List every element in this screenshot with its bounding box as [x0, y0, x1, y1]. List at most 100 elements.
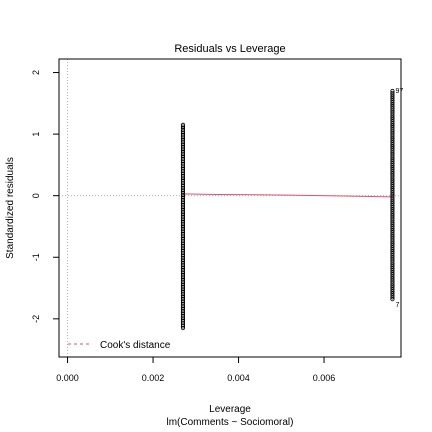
- data-point: [390, 220, 395, 225]
- x-axis: 0.000 0.002 0.004 0.006: [56, 356, 336, 383]
- data-point: [390, 92, 395, 97]
- data-point: [390, 213, 395, 218]
- data-point: [390, 140, 395, 145]
- data-point: [390, 90, 395, 96]
- y-axis-label: Standardized residuals: [5, 157, 16, 259]
- data-point: [390, 197, 395, 202]
- data-point: [180, 122, 186, 127]
- data-point: [390, 148, 395, 153]
- data-point: [390, 161, 395, 166]
- x-axis-sublabel: lm(Comments ~ Sociomoral): [167, 417, 294, 428]
- data-points: [180, 88, 395, 331]
- data-point: [390, 262, 395, 267]
- data-point: [390, 249, 395, 254]
- data-point: [390, 98, 395, 103]
- data-point: [390, 253, 395, 258]
- data-point: [390, 289, 395, 294]
- data-point: [390, 211, 395, 216]
- data-point: [390, 287, 395, 292]
- data-point: [390, 188, 395, 193]
- data-point: [390, 193, 395, 199]
- data-point: [390, 186, 395, 191]
- data-point: [390, 241, 395, 246]
- data-point: [390, 245, 395, 250]
- reference-lines: [59, 59, 401, 357]
- x-tick-label: 0.004: [227, 373, 250, 383]
- data-point: [390, 102, 395, 107]
- data-point: [390, 184, 395, 189]
- data-point: [390, 214, 395, 220]
- data-point: [390, 274, 395, 279]
- data-point: [390, 235, 395, 241]
- data-point: [390, 279, 395, 285]
- data-point: [390, 277, 395, 283]
- data-point: [390, 270, 395, 275]
- data-point: [390, 276, 395, 281]
- data-point: [390, 205, 395, 210]
- data-point: [390, 258, 395, 264]
- data-point: [390, 117, 395, 122]
- data-point: [390, 119, 395, 124]
- data-point: [390, 138, 395, 143]
- data-point: [390, 153, 395, 159]
- data-point: [390, 178, 395, 183]
- data-point: [390, 109, 395, 115]
- data-point: [390, 176, 395, 181]
- data-point: [390, 157, 395, 162]
- data-point: [390, 136, 395, 141]
- data-point: [390, 283, 395, 288]
- data-point: [390, 182, 395, 187]
- y-tick-label: -1: [31, 253, 41, 261]
- data-point: [390, 237, 395, 243]
- data-point: [390, 106, 395, 111]
- data-point: [390, 123, 395, 128]
- data-point: [390, 171, 395, 176]
- data-point: [390, 195, 395, 201]
- data-point: [390, 293, 395, 298]
- data-point: [390, 272, 395, 277]
- data-point: [390, 146, 395, 151]
- y-tick-label: 1: [31, 132, 41, 137]
- data-point: [390, 281, 395, 286]
- data-point: [390, 115, 395, 120]
- data-point: [390, 144, 395, 149]
- data-point: [390, 243, 395, 248]
- legend: Cook's distance: [68, 340, 171, 351]
- data-point: [390, 190, 395, 195]
- x-tick-label: 0.006: [313, 373, 336, 383]
- legend-cooks-label: Cook's distance: [100, 340, 171, 351]
- data-point: [390, 104, 395, 109]
- y-tick-label: 0: [31, 193, 41, 198]
- data-point: [390, 255, 395, 260]
- data-point: [390, 209, 395, 214]
- smooth-line: [182, 193, 393, 198]
- data-point: [390, 230, 395, 235]
- plot-frame: [58, 58, 402, 358]
- point-annotation: 7: [395, 302, 399, 309]
- data-point: [390, 199, 395, 204]
- data-point: [390, 218, 395, 223]
- data-point: [390, 216, 395, 222]
- data-point: [390, 222, 395, 227]
- data-point: [390, 268, 395, 273]
- data-point: [390, 180, 395, 185]
- x-tick-label: 0.002: [142, 373, 165, 383]
- y-tick-label: 2: [31, 70, 41, 75]
- data-point: [390, 127, 395, 132]
- data-point: [390, 167, 395, 172]
- annotations: 97 7: [395, 88, 403, 309]
- data-point: [390, 174, 395, 180]
- data-point: [390, 285, 395, 290]
- data-point: [390, 260, 395, 265]
- data-point: [390, 266, 395, 271]
- data-point: [390, 291, 395, 296]
- data-point: [390, 125, 395, 130]
- data-point: [390, 151, 395, 157]
- data-point: [390, 142, 395, 147]
- data-point: [390, 172, 395, 178]
- data-point: [390, 165, 395, 170]
- data-point: [390, 201, 395, 206]
- data-point: [390, 150, 395, 155]
- data-point: [390, 297, 395, 302]
